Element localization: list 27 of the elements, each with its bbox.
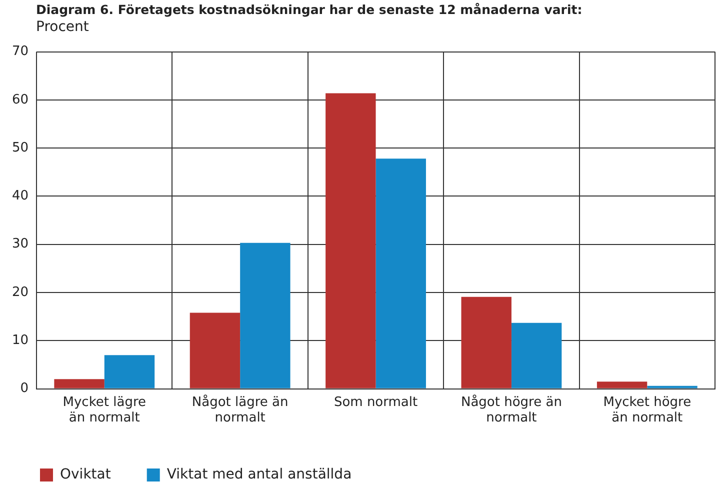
bar bbox=[240, 242, 290, 388]
y-tick-label: 10 bbox=[12, 333, 29, 348]
x-tick-label: Något lägre än normalt bbox=[192, 394, 288, 426]
y-tick-label: 60 bbox=[12, 92, 29, 108]
chart-title: Diagram 6. Företagets kostnadsökningar har de senaste 12 månaderna varit: bbox=[35, 1, 584, 19]
bar bbox=[647, 386, 698, 388]
y-axis-title: Procent bbox=[35, 19, 90, 36]
y-tick-label: 20 bbox=[12, 284, 29, 300]
x-tick-label: Mycket lägre än normalt bbox=[62, 394, 146, 426]
bar bbox=[326, 93, 376, 388]
y-tick-label: 70 bbox=[12, 44, 29, 60]
x-tick-label: Som normalt bbox=[334, 394, 418, 410]
legend-label: Viktat med antal anställda bbox=[166, 466, 352, 483]
bar bbox=[54, 379, 104, 388]
y-tick-label: 30 bbox=[12, 236, 29, 252]
bar bbox=[511, 322, 562, 388]
bar bbox=[376, 158, 426, 388]
bar bbox=[461, 296, 512, 388]
y-tick-label: 40 bbox=[12, 188, 29, 204]
y-tick-label: 50 bbox=[12, 140, 29, 156]
bar bbox=[104, 355, 155, 388]
x-tick-label: Mycket högre än normalt bbox=[603, 394, 692, 426]
x-tick-label: Något högre än normalt bbox=[460, 394, 562, 426]
bar bbox=[596, 382, 648, 388]
y-tick-label: 0 bbox=[20, 381, 29, 396]
bar bbox=[190, 312, 240, 388]
legend-label: Oviktat bbox=[60, 466, 112, 483]
